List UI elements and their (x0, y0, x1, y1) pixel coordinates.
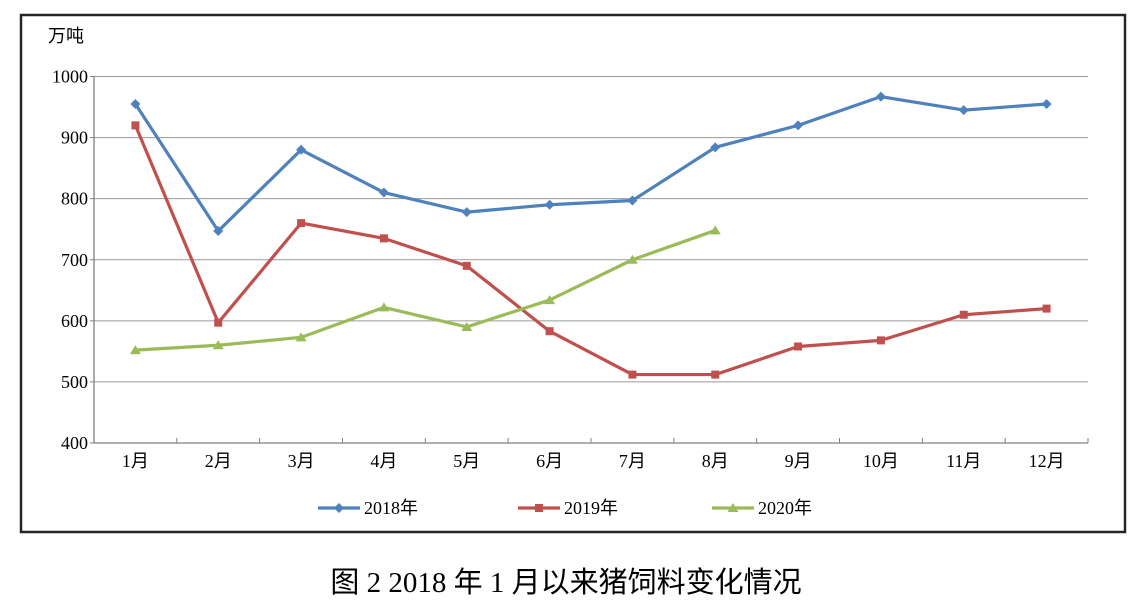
x-tick-label-6: 6月 (536, 451, 563, 471)
legend-item-2019年: 2019年 (518, 498, 618, 518)
diamond-marker (461, 207, 472, 218)
triangle-marker (378, 302, 390, 312)
y-tick-label-400: 400 (61, 433, 88, 453)
legend-item-2020年: 2020年 (712, 498, 812, 518)
x-tick-label-3: 3月 (288, 451, 315, 471)
square-marker (628, 370, 637, 379)
x-tick-label-10: 10月 (863, 451, 899, 471)
square-marker (711, 370, 720, 379)
square-marker (959, 310, 968, 319)
x-tick-label-5: 5月 (453, 451, 480, 471)
x-tick-label-2: 2月 (205, 451, 232, 471)
axes (90, 76, 1089, 444)
diamond-marker (793, 120, 804, 131)
x-tick-label-11: 11月 (946, 451, 981, 471)
legend: 2018年 2019年 2020年 (318, 498, 812, 518)
y-tick-label-700: 700 (61, 250, 88, 270)
square-marker (462, 261, 471, 270)
diamond-marker (130, 98, 141, 109)
triangle-marker (709, 225, 721, 235)
series-line-2018年 (133, 95, 1049, 233)
x-axis-tick-labels: 1月 2月 3月 4月 5月 6月 7月 8月 9月 10月 11月 12月 (122, 451, 1065, 471)
x-tick-label-8: 8月 (702, 451, 729, 471)
square-marker (876, 336, 885, 345)
x-tick-label-12: 12月 (1029, 451, 1065, 471)
diamond-marker (710, 142, 721, 153)
x-tick-label-7: 7月 (619, 451, 646, 471)
square-marker (131, 121, 140, 130)
series-2020年 (129, 225, 721, 355)
legend-label: 2020年 (758, 498, 812, 518)
square-marker (535, 504, 543, 512)
legend-item-2018年: 2018年 (318, 498, 418, 518)
figure-caption: 图 2 2018 年 1 月以来猪饲料变化情况 (330, 566, 801, 599)
chart-border (19, 13, 1127, 534)
y-tick-label-1000: 1000 (52, 67, 88, 87)
y-axis-unit-label: 万吨 (48, 26, 84, 46)
triangle-marker (129, 345, 141, 355)
square-marker (1042, 304, 1051, 313)
square-marker (794, 342, 803, 351)
series-2018年 (130, 91, 1052, 237)
y-axis-tick-labels: 400 500 600 700 800 900 1000 (52, 67, 88, 454)
y-tick-label-900: 900 (61, 128, 88, 148)
gridlines (94, 76, 1088, 383)
x-tick-label-9: 9月 (785, 451, 812, 471)
legend-label: 2019年 (564, 498, 618, 518)
data-series (129, 91, 1052, 379)
diamond-marker (378, 187, 389, 198)
y-tick-label-600: 600 (61, 311, 88, 331)
legend-label: 2018年 (364, 498, 418, 518)
diamond-marker (213, 226, 224, 237)
triangle-marker (295, 332, 307, 342)
diamond-marker (875, 91, 886, 102)
y-tick-label-500: 500 (61, 372, 88, 392)
square-marker (379, 234, 388, 243)
triangle-marker (626, 254, 638, 264)
diamond-marker (544, 199, 555, 210)
diamond-marker (958, 105, 969, 116)
series-line-2019年 (133, 123, 1049, 377)
triangle-marker (461, 321, 473, 331)
diamond-marker (1041, 98, 1052, 109)
square-marker (297, 219, 306, 228)
x-tick-label-1: 1月 (122, 451, 149, 471)
square-marker (545, 327, 554, 336)
triangle-marker (727, 503, 739, 512)
series-2019年 (131, 121, 1051, 379)
diamond-marker (296, 144, 307, 155)
triangle-marker (544, 295, 556, 305)
square-marker (214, 318, 223, 327)
series-line-2020年 (133, 228, 717, 352)
y-tick-label-800: 800 (61, 189, 88, 209)
diamond-marker (627, 195, 638, 206)
diamond-marker (334, 503, 344, 513)
triangle-marker (212, 340, 224, 350)
x-tick-label-4: 4月 (370, 451, 397, 471)
